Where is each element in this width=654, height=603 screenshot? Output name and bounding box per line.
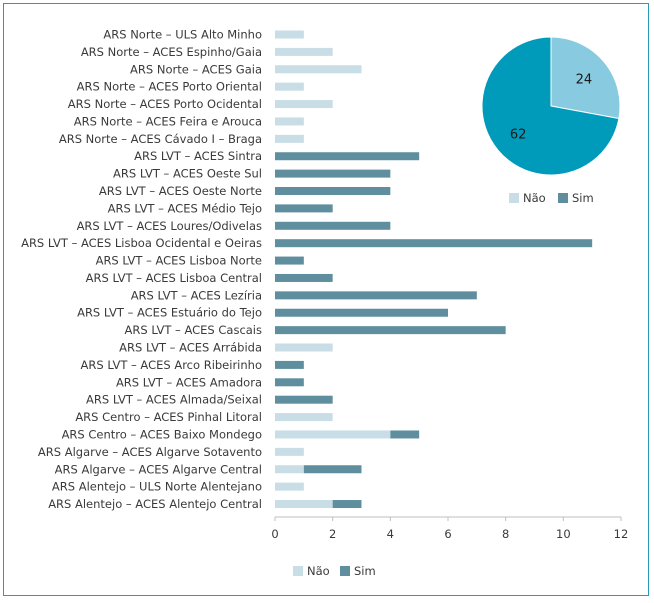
category-label: ARS Norte – ACES Cávado I – Braga [59,132,262,146]
legend-label: Não [307,564,330,578]
category-label: ARS Norte – ACES Espinho/Gaia [81,45,262,59]
bar-segment-sim [275,221,391,230]
pie-legend-swatch [509,193,519,203]
x-tick-label: 6 [444,527,451,541]
x-tick-label: 12 [614,527,629,541]
category-label: ARS LVT – ACES Lezíria [131,288,262,302]
bar-segment-sim [275,152,420,161]
pie-slice-sim [481,36,620,176]
bar-segment-sim [275,360,304,369]
bar-segment-sim [275,273,333,282]
bar-segment-sim [275,187,391,196]
category-label: ARS Algarve – ACES Algarve Sotavento [38,445,262,459]
bar-segment-sim [390,430,420,439]
category-label: ARS Centro – ACES Baixo Mondego [62,427,262,441]
category-label: ARS Algarve – ACES Algarve Central [55,462,262,476]
category-label: ARS LVT – ACES Cascais [125,323,262,337]
bar-segment-no [275,500,333,509]
bar-segment-no [275,65,362,74]
bar-segment-sim [275,395,333,404]
category-label: ARS LVT – ACES Médio Tejo [108,201,262,215]
bar-segment-no [275,134,304,143]
bar-segment-sim [275,308,448,317]
category-label: ARS LVT – ACES Amadora [116,375,262,389]
bar-segment-sim [275,239,593,248]
bar-segment-no [275,447,304,456]
bar-segment-sim [275,326,506,335]
bar-segment-no [275,82,304,91]
category-label: ARS LVT – ACES Oeste Sul [113,167,262,181]
bar-segment-sim [275,169,391,178]
legend-swatch [340,566,350,576]
pie-slice-label: 62 [510,127,527,142]
bar-segment-no [275,30,304,39]
x-tick-label: 8 [502,527,509,541]
category-label: ARS LVT – ACES Sintra [134,149,262,163]
category-label: ARS LVT – ACES Estuário do Tejo [77,306,262,320]
bar-segment-no [275,413,333,422]
category-label: ARS LVT – ACES Lisboa Central [86,271,262,285]
legend-label: Sim [354,564,376,578]
bar-segment-sim [275,378,304,387]
pie-legend-label: Não [523,191,546,205]
category-label: ARS LVT – ACES Arrábida [119,341,262,355]
bar-segment-no [275,117,304,126]
bar-segment-no [275,47,333,56]
x-tick-label: 10 [556,527,571,541]
category-label: ARS Centro – ACES Pinhal Litoral [75,410,262,424]
x-tick-label: 0 [271,527,278,541]
pie-legend-swatch [558,193,568,203]
category-label: ARS Norte – ACES Feira e Arouca [74,114,262,128]
bar-segment-sim [275,204,333,213]
category-label: ARS Norte – ACES Porto Oriental [77,80,262,94]
category-label: ARS LVT – ACES Oeste Norte [99,184,262,198]
legend-swatch [293,566,303,576]
category-label: ARS LVT – ACES Almada/Seixal [86,393,262,407]
bar-segment-sim [303,465,362,474]
category-label: ARS LVT – ACES Lisboa Norte [96,254,262,268]
bar-segment-no [275,100,333,109]
category-label: ARS Norte – ULS Alto Minho [103,28,262,42]
pie-slice-label: 24 [576,73,593,88]
category-label: ARS LVT – ACES Arco Ribeirinho [81,358,262,372]
bar-segment-no [275,482,304,491]
x-tick-label: 2 [329,527,336,541]
bar-segment-no [275,465,304,474]
category-label: ARS Norte – ACES Gaia [130,62,262,76]
category-label: ARS Norte – ACES Porto Ocidental [68,97,262,111]
bar-segment-no [275,430,391,439]
category-label: ARS Alentejo – ULS Norte Alentejano [52,480,262,494]
category-label: ARS Alentejo – ACES Alentejo Central [48,497,262,511]
bar-segment-sim [275,291,477,300]
pie-legend-label: Sim [572,191,594,205]
bar-segment-no [275,343,333,352]
pie-slice-no [550,36,621,120]
bar-segment-sim [332,500,362,509]
bar-segment-sim [275,256,304,265]
category-label: ARS LVT – ACES Loures/Odivelas [77,219,262,233]
category-label: ARS LVT – ACES Lisboa Ocidental e Oeiras [21,236,262,250]
x-tick-label: 4 [387,527,394,541]
